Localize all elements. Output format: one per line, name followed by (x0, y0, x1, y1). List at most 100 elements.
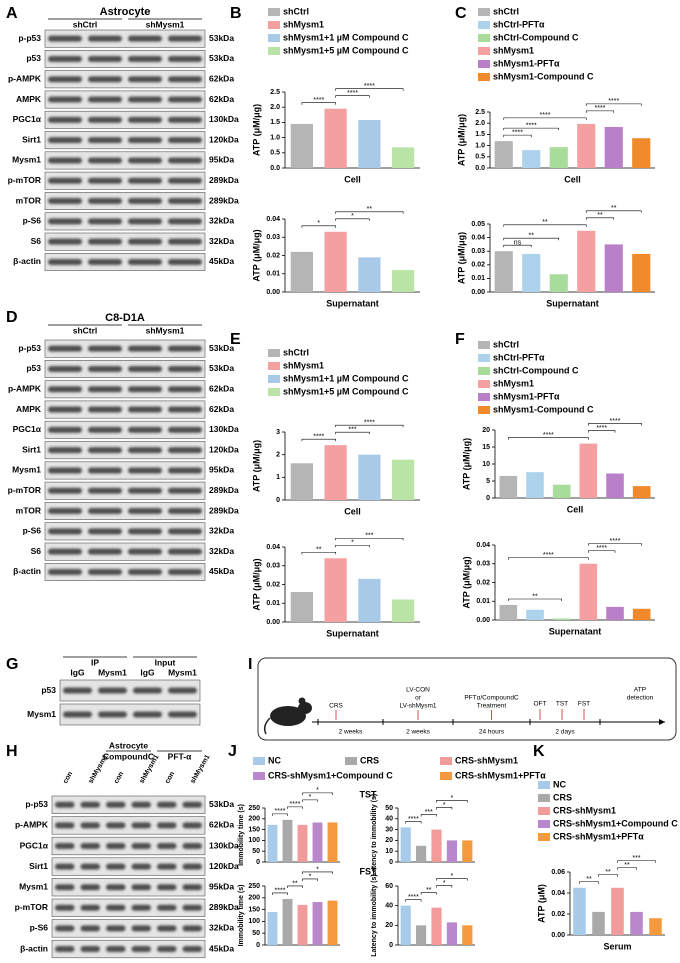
significance-label: **** (608, 98, 619, 105)
significance-bracket (436, 807, 453, 810)
bar (579, 563, 598, 620)
legend-label: CRS (360, 755, 379, 765)
y-tick-label: 250 (248, 883, 260, 890)
panel-letter: J (228, 743, 237, 760)
band (168, 365, 202, 372)
blot-row-label: S6 (31, 236, 42, 246)
x-axis-label: Cell (344, 506, 361, 516)
band (128, 137, 162, 144)
band (168, 345, 202, 352)
blot-strip (44, 131, 206, 150)
significance-label: **** (540, 112, 551, 119)
bar (391, 270, 415, 292)
bar (494, 141, 513, 168)
significance-bracket (579, 881, 599, 884)
band (182, 843, 202, 849)
legend-swatch (478, 8, 490, 16)
blot-strip (44, 562, 206, 581)
panel-letter: C (455, 5, 467, 22)
bar (577, 230, 596, 292)
band (48, 137, 82, 144)
significance-label: **** (610, 418, 621, 425)
significance-bracket (302, 792, 333, 795)
bar (604, 127, 623, 168)
bar (522, 253, 541, 292)
significance-label: **** (596, 545, 607, 552)
bar (499, 475, 518, 498)
bar (630, 911, 643, 935)
band (98, 711, 127, 718)
y-axis-label: ATP (μM/μg) (461, 438, 471, 490)
blot-strip (44, 212, 206, 231)
bar (632, 138, 651, 168)
y-tick-label: 10 (385, 848, 393, 855)
blot-size: 289kDa (209, 505, 239, 515)
mouse-icon (263, 697, 312, 735)
significance-label: ** (532, 593, 538, 600)
blot-row-label: β-actin (13, 256, 41, 266)
band (48, 96, 82, 103)
blot-row-label: β-actin (13, 566, 41, 576)
significance-bracket (503, 244, 532, 248)
blot-strip (44, 49, 206, 68)
bar (312, 902, 323, 945)
x-axis-label: Supernatant (326, 628, 379, 638)
legend-swatch (440, 772, 452, 780)
blot-strip (44, 232, 206, 251)
band (128, 345, 162, 352)
bar (552, 618, 571, 620)
significance-bracket (302, 799, 318, 802)
bar (552, 484, 571, 498)
band (128, 177, 162, 184)
band (88, 467, 122, 474)
band (168, 198, 202, 205)
blot-strip (59, 679, 201, 702)
band (80, 843, 100, 849)
significance-bracket (585, 110, 615, 113)
legend-label: CRS-shMysm1 (553, 805, 616, 815)
y-tick-label: 0.02 (471, 262, 485, 269)
y-tick-label: 0 (276, 497, 280, 504)
blot-strip (44, 192, 206, 210)
step-label: or (415, 695, 422, 702)
blot-strip (51, 939, 206, 959)
bar (577, 123, 596, 168)
band (48, 218, 82, 225)
significance-label: ** (605, 869, 611, 876)
blot-strip (44, 110, 206, 129)
band (88, 35, 122, 42)
step-duration: 2 weeks (339, 729, 364, 736)
band (128, 426, 162, 433)
significance-bracket (436, 885, 453, 888)
band (88, 137, 122, 144)
blot-size: 130kDa (209, 114, 239, 124)
y-axis-label: ATP (μM/μg) (456, 232, 466, 284)
band (48, 426, 82, 433)
step-duration: 2 days (555, 729, 575, 736)
x-axis-label: Cell (567, 504, 584, 514)
blot-strip (44, 359, 206, 378)
chart-title: TST (360, 789, 378, 799)
y-axis-label: ATP (μM/μg) (456, 114, 466, 166)
bar (327, 822, 338, 862)
blot-row-label: p53 (41, 685, 56, 695)
significance-label: ** (292, 880, 298, 887)
blot-size: 120kDa (209, 134, 239, 144)
bar (267, 824, 278, 862)
significance-bracket (588, 423, 642, 426)
legend-label: shMysm1+1 µM Compound C (283, 373, 409, 383)
step-label: LV-shMysm1 (399, 703, 436, 710)
significance-bracket (335, 431, 370, 435)
y-axis-label: Immobility time (s) (238, 804, 245, 866)
legend-swatch (253, 757, 265, 765)
band (157, 822, 177, 829)
band (88, 568, 122, 575)
y-tick-label: 20 (482, 427, 490, 434)
y-tick-label: 0.04 (471, 234, 485, 241)
blot-strip (44, 339, 206, 358)
y-tick-label: 200 (248, 895, 260, 902)
blot-row-label: p-AMPK (8, 74, 42, 84)
band (88, 157, 122, 164)
legend-label: shCtrl (283, 6, 309, 16)
y-axis-label: ATP (μM/μg) (251, 558, 261, 610)
